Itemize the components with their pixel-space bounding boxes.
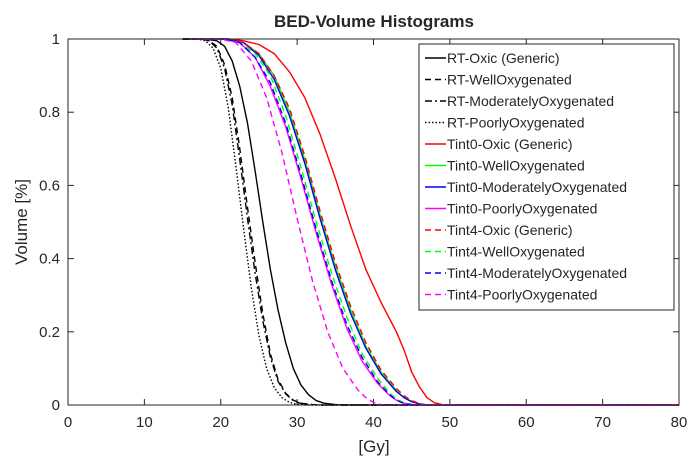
x-tick-label: 0 (64, 414, 72, 431)
series-line (182, 38, 679, 406)
plot-frame (67, 38, 680, 406)
y-tick-label: 0.2 (39, 324, 60, 341)
legend-box (418, 43, 675, 311)
x-tick-label: 40 (365, 414, 382, 431)
axis-ticks: 0 10 20 30 40 50 60 70 80 0 0.2 0.4 0.6 0.8 1 (39, 31, 687, 431)
y-tick-label: 0 (52, 397, 60, 414)
y-tick-label: 0.8 (39, 104, 60, 121)
legend-label: Tint4-PoorlyOxygenated (447, 287, 597, 303)
series-line (182, 38, 679, 406)
x-tick-label: 20 (212, 414, 229, 431)
series-line (197, 38, 679, 406)
y-tick-label: 0.4 (39, 251, 60, 268)
y-axis-label: Volume [%] (12, 179, 31, 265)
legend-label: Tint4-Oxic (Generic) (447, 222, 573, 238)
x-tick-label: 80 (671, 414, 688, 431)
chart-title: BED-Volume Histograms (274, 12, 474, 31)
series-line (194, 38, 679, 406)
x-tick-label: 10 (136, 414, 153, 431)
series-line (182, 38, 679, 406)
x-tick-label: 50 (442, 414, 459, 431)
legend: RT-Oxic (Generic) RT-WellOxygenated RT-Mod… (418, 43, 675, 311)
series-line (197, 38, 679, 406)
legend-label: Tint0-PoorlyOxygenated (447, 201, 597, 217)
x-axis-label: [Gy] (358, 437, 389, 456)
x-tick-label: 70 (594, 414, 611, 431)
x-tick-label: 60 (518, 414, 535, 431)
series-lines (182, 38, 679, 406)
legend-label: Tint4-ModeratelyOxygenated (447, 265, 627, 281)
series-line (197, 38, 679, 406)
y-axis-label-text: Volume [%] (12, 179, 31, 265)
legend-label: RT-PoorlyOxygenated (447, 115, 584, 131)
legend-label: Tint0-ModeratelyOxygenated (447, 179, 627, 195)
series-line (197, 38, 679, 406)
x-tick-label: 30 (289, 414, 306, 431)
legend-label: Tint4-WellOxygenated (447, 244, 585, 260)
legend-label: RT-WellOxygenated (447, 72, 572, 88)
legend-label: Tint0-WellOxygenated (447, 158, 585, 174)
legend-label: Tint0-Oxic (Generic) (447, 136, 573, 152)
legend-label: RT-Oxic (Generic) (447, 50, 560, 66)
y-tick-label: 1 (52, 31, 60, 48)
legend-label: RT-ModeratelyOxygenated (447, 93, 614, 109)
y-tick-label: 0.6 (39, 177, 60, 194)
